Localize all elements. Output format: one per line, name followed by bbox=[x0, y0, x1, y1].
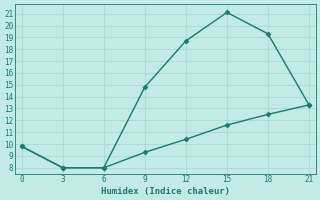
X-axis label: Humidex (Indice chaleur): Humidex (Indice chaleur) bbox=[101, 187, 230, 196]
